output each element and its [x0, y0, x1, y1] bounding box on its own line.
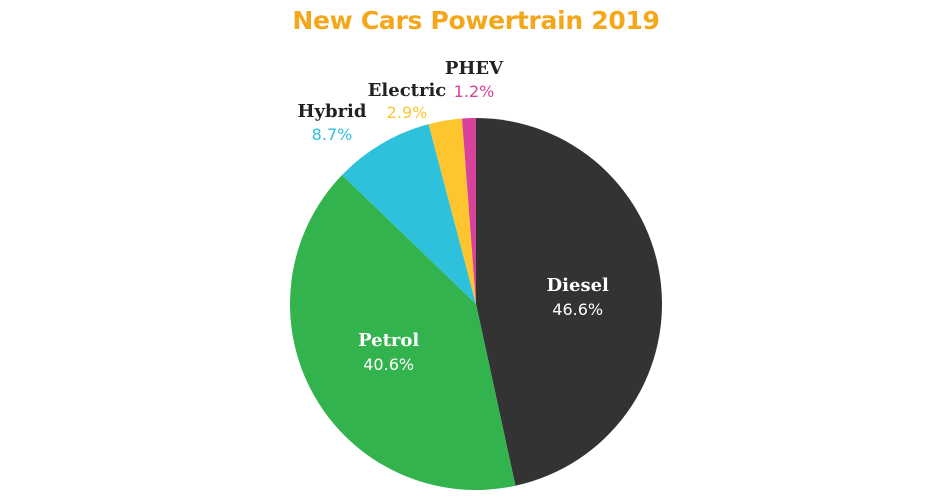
pie-slice-phev	[461, 118, 476, 304]
slice-value-diesel: 46.6%	[552, 300, 603, 319]
slice-label-electric: Electric	[368, 80, 447, 101]
pie-slice-hybrid	[342, 124, 476, 304]
slice-value-electric: 2.9%	[387, 103, 428, 122]
slice-label-diesel: Diesel	[547, 275, 609, 296]
slice-label-hybrid: Hybrid	[298, 101, 367, 122]
slice-value-phev: 1.2%	[454, 82, 495, 101]
slice-label-phev: PHEV	[445, 58, 504, 79]
pie-slices	[289, 118, 662, 491]
chart-title: New Cars Powertrain 2019	[292, 6, 660, 35]
pie-slice-electric	[428, 118, 476, 304]
pie-slice-petrol	[289, 174, 516, 491]
slice-value-hybrid: 8.7%	[312, 125, 353, 144]
pie-labels: Diesel 46.6% Petrol 40.6% Hybrid 8.7% Electric…	[298, 58, 610, 374]
pie-slice-diesel	[476, 118, 662, 486]
slice-value-petrol: 40.6%	[363, 355, 414, 374]
slice-label-petrol: Petrol	[358, 330, 419, 351]
